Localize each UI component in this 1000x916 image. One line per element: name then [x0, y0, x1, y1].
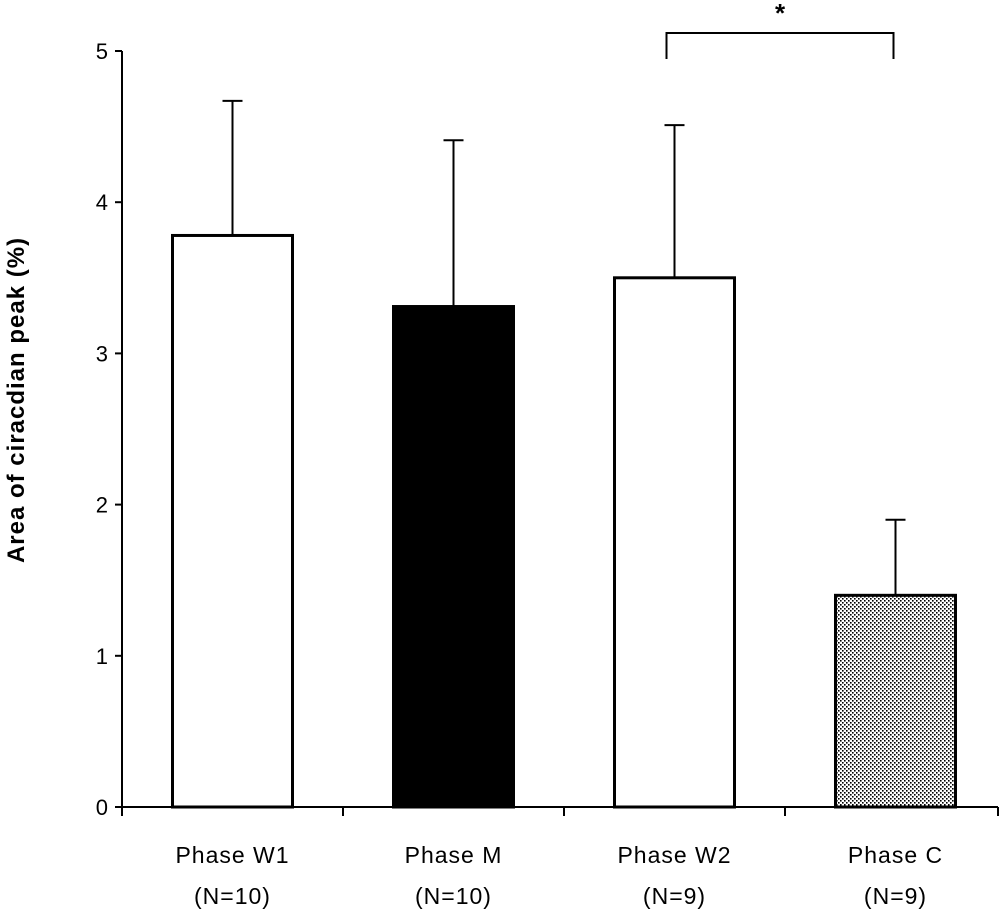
- sample-size-label: (N=10): [415, 883, 492, 909]
- x-tick-label: Phase C: [848, 842, 943, 868]
- y-axis: 0 1 2 3 4 5: [96, 39, 123, 820]
- error-bars: [222, 99, 906, 596]
- y-tick-label: 2: [96, 493, 108, 518]
- x-tick-label: Phase M: [405, 842, 503, 868]
- bars: [171, 233, 957, 809]
- y-tick-label: 4: [96, 190, 108, 215]
- bar: [392, 305, 515, 809]
- x-tick-label: Phase W1: [175, 842, 289, 868]
- y-tick-label: 5: [96, 39, 108, 64]
- y-tick-label: 1: [96, 644, 108, 669]
- significance-label: *: [775, 0, 786, 28]
- bar: [834, 593, 957, 809]
- x-tick-label: Phase W2: [617, 842, 731, 868]
- bar: [171, 233, 294, 809]
- y-axis-label: Area of ciracdian peak (%): [3, 237, 30, 563]
- significance-bracket: *: [665, 0, 895, 59]
- y-tick-label: 0: [96, 795, 108, 820]
- y-tick-label: 3: [96, 341, 108, 366]
- category-labels: Phase W1 (N=10) Phase M (N=10) Phase W2 (N=9)…: [175, 842, 943, 909]
- sample-size-label: (N=9): [864, 883, 927, 909]
- sample-size-label: (N=9): [643, 883, 706, 909]
- significance-bracket-line: [665, 32, 895, 59]
- bar: [613, 276, 736, 809]
- sample-size-label: (N=10): [194, 883, 271, 909]
